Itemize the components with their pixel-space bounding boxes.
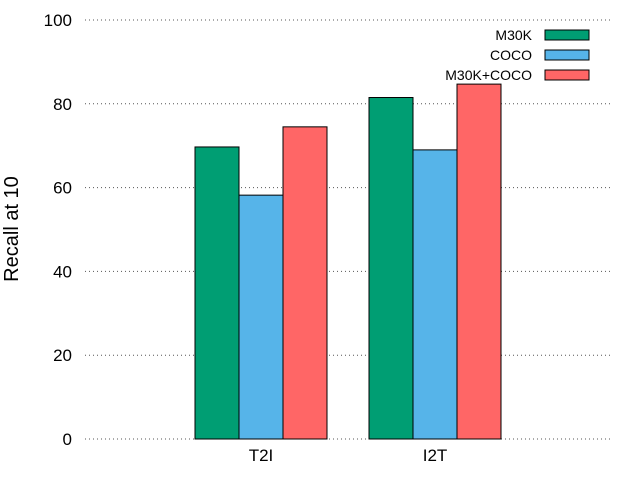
x-tick-label: T2I <box>249 446 274 465</box>
bar <box>194 146 240 440</box>
x-tick-label: I2T <box>423 446 448 465</box>
bar <box>456 83 502 440</box>
y-tick-label: 20 <box>53 346 72 365</box>
y-tick-label: 80 <box>53 95 72 114</box>
legend: M30K COCO M30K+COCO <box>445 27 590 83</box>
legend-swatch <box>544 29 590 41</box>
bar <box>238 194 284 440</box>
legend-label: M30K+COCO <box>445 67 532 83</box>
y-axis-ticks: 0 20 40 60 80 100 <box>44 11 72 449</box>
y-tick-label: 100 <box>44 11 72 30</box>
bar <box>368 97 414 440</box>
legend-label: COCO <box>490 47 532 63</box>
bar <box>412 149 458 440</box>
bars <box>194 83 502 440</box>
legend-swatch <box>544 69 590 81</box>
y-tick-label: 40 <box>53 262 72 281</box>
y-tick-label: 60 <box>53 179 72 198</box>
y-axis-title: Recall at 10 <box>1 176 23 282</box>
x-axis-ticks: T2I I2T <box>249 446 448 465</box>
legend-label: M30K <box>495 27 532 43</box>
legend-swatch <box>544 49 590 61</box>
bar <box>282 126 328 440</box>
y-tick-label: 0 <box>63 430 72 449</box>
